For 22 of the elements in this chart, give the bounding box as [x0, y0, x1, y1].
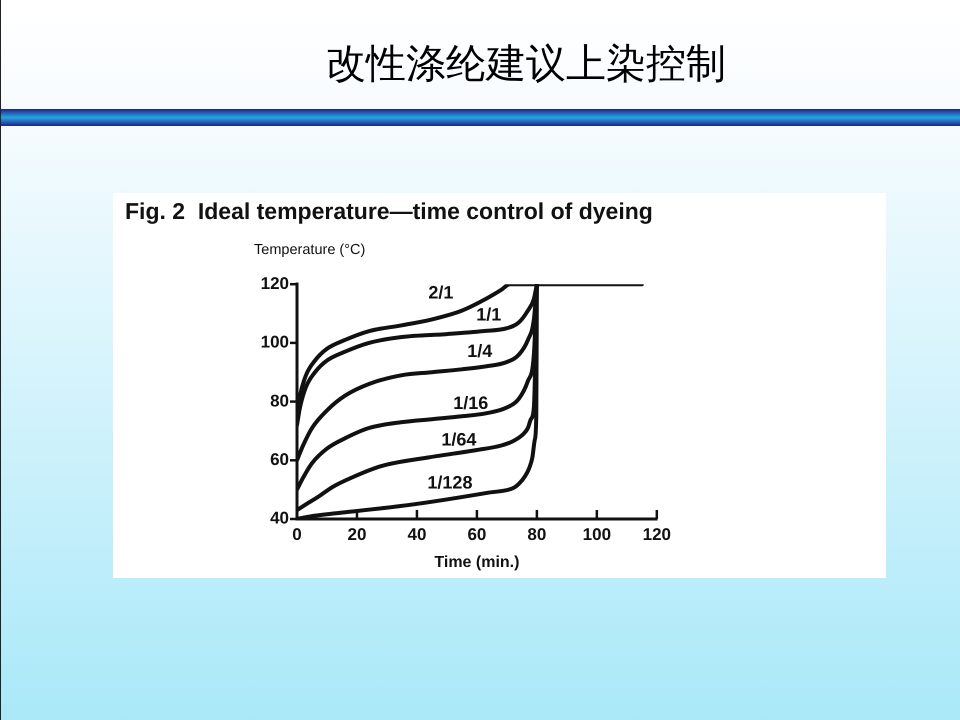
x-tick-label: 0 — [292, 524, 302, 544]
y-axis-title: Temperature (°C) — [254, 242, 366, 258]
chart-title: 改性涤纶建议上染控制 — [325, 40, 727, 89]
x-tick-label: 100 — [582, 524, 612, 544]
y-tick-label: 120 — [260, 274, 289, 293]
x-axis-title: Time (min.) — [434, 554, 520, 571]
y-tick-label: 80 — [270, 391, 289, 410]
series-label: 2/1 — [428, 282, 454, 303]
x-tick-label: 120 — [642, 524, 672, 544]
series-label: 1/128 — [427, 472, 472, 493]
x-tick-label: 40 — [407, 524, 426, 544]
y-tick-label: 60 — [270, 450, 289, 469]
chart-subtitle: Fig. 2 Ideal temperature—time control of dyeing — [125, 198, 653, 225]
series-label: 1/64 — [441, 430, 476, 450]
y-tick-label: 100 — [260, 332, 289, 352]
series-label: 1/16 — [453, 393, 488, 414]
y-tick-label: 40 — [270, 508, 289, 528]
x-tick-label: 20 — [348, 524, 366, 544]
x-tick-label: 60 — [467, 524, 486, 544]
series-label: 1/1 — [476, 304, 502, 324]
x-tick-label: 80 — [527, 524, 546, 544]
series-label: 1/4 — [467, 341, 492, 362]
